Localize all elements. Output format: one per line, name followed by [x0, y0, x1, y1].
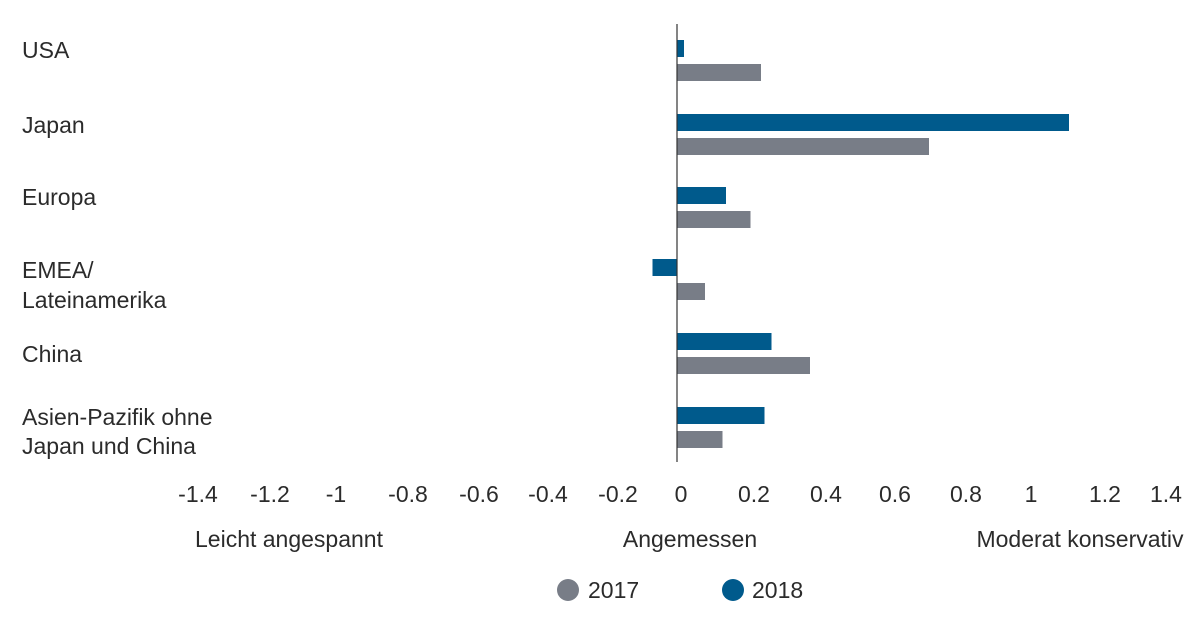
bar-2018-3 [652, 259, 677, 276]
x-tick-label: -0.6 [459, 481, 499, 507]
legend-marker-2017 [557, 579, 579, 601]
bar-2017-0 [677, 64, 761, 81]
x-tick-label: 0.2 [738, 481, 770, 507]
x-tick-label: -0.2 [598, 481, 638, 507]
bar-2017-2 [677, 211, 751, 228]
bar-2018-0 [677, 40, 684, 57]
legend-label: 2017 [588, 577, 639, 603]
category-label: Japan [22, 112, 85, 138]
category-label: Asien-Pazifik ohne [22, 404, 213, 430]
bar-2017-3 [677, 283, 705, 300]
x-tick-label: 0.6 [879, 481, 911, 507]
category-label: China [22, 341, 82, 367]
category-label: EMEA/ [22, 257, 94, 283]
category-label: USA [22, 37, 70, 63]
legend-marker-2018 [722, 579, 744, 601]
legend-label: 2018 [752, 577, 803, 603]
category-label: Lateinamerika [22, 287, 167, 313]
x-tick-label: 0 [675, 481, 688, 507]
x-tick-label: 0.4 [810, 481, 842, 507]
x-tick-label: -0.4 [528, 481, 568, 507]
bar-2017-5 [677, 431, 723, 448]
bar-2018-4 [677, 333, 772, 350]
zone-label: Angemessen [623, 526, 757, 552]
x-tick-label: 1.2 [1089, 481, 1121, 507]
x-tick-label: 1 [1025, 481, 1038, 507]
bar-2018-1 [677, 114, 1069, 131]
bar-2017-4 [677, 357, 810, 374]
bar-2018-5 [677, 407, 765, 424]
x-tick-label: -1.2 [250, 481, 290, 507]
bar-2018-2 [677, 187, 726, 204]
x-tick-label: -1.4 [178, 481, 218, 507]
zone-label: Moderat konservativ [976, 526, 1184, 552]
category-label: Europa [22, 184, 96, 210]
bar-2017-1 [677, 138, 929, 155]
x-tick-label: 1.4 [1150, 481, 1182, 507]
zone-label: Leicht angespannt [195, 526, 384, 552]
x-tick-label: 0.8 [950, 481, 982, 507]
category-label: Japan und China [22, 433, 196, 459]
x-tick-label: -0.8 [388, 481, 428, 507]
x-tick-label: -1 [326, 481, 346, 507]
